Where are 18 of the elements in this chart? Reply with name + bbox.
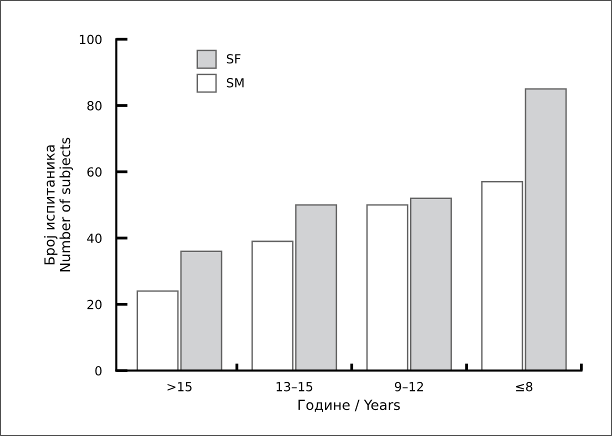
x-tick-label: 9–12 [394,382,423,392]
bar [180,250,222,371]
y-tick-label: 40 [87,234,102,243]
x-tick-label: ≤8 [516,382,532,392]
bar [481,181,524,371]
x-tick-label: >15 [168,382,192,392]
legend-label: SF [226,54,240,64]
y-tick-label: 20 [87,300,102,310]
y-tick-label: 0 [95,366,102,376]
x-tick-label: 13–15 [276,382,312,392]
y-tick-label: 100 [80,34,102,44]
y-tick-label: 80 [87,100,102,110]
y-tick-label: 60 [87,167,102,177]
x-axis-title: Године / Years [298,400,400,412]
bar [524,88,567,371]
legend-label: SM [226,78,244,88]
y-axis-title: Број испитаника Number of subjects [44,138,73,272]
bar [136,290,179,371]
